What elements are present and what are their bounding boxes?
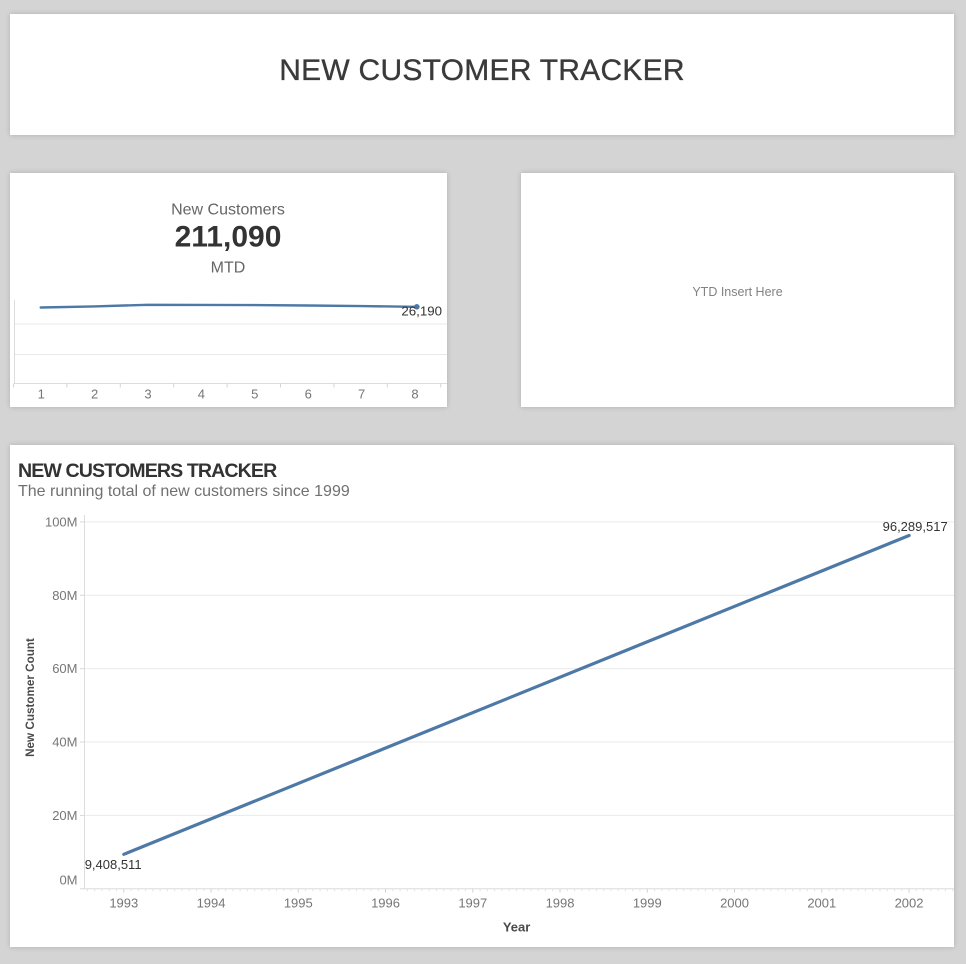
svg-text:2002: 2002: [895, 896, 924, 911]
svg-text:40M: 40M: [52, 735, 77, 750]
svg-text:New Customer Count: New Customer Count: [24, 638, 37, 757]
svg-text:6: 6: [305, 387, 312, 402]
svg-text:4: 4: [198, 387, 205, 402]
svg-text:100M: 100M: [45, 514, 78, 529]
svg-text:2: 2: [91, 387, 98, 402]
svg-text:1996: 1996: [371, 896, 400, 911]
svg-text:96,289,517: 96,289,517: [883, 519, 948, 534]
svg-text:MTD: MTD: [211, 260, 246, 277]
svg-text:8: 8: [411, 387, 418, 402]
svg-text:211,090: 211,090: [175, 221, 282, 254]
svg-text:5: 5: [251, 387, 258, 402]
svg-text:20M: 20M: [52, 808, 77, 823]
svg-text:9,408,511: 9,408,511: [85, 857, 142, 872]
svg-text:1995: 1995: [284, 896, 313, 911]
svg-text:0M: 0M: [59, 872, 77, 887]
svg-text:7: 7: [358, 387, 365, 402]
svg-text:1998: 1998: [546, 896, 575, 911]
svg-text:3: 3: [144, 387, 151, 402]
svg-text:1999: 1999: [633, 896, 662, 911]
svg-text:Year: Year: [503, 920, 530, 935]
svg-text:1994: 1994: [197, 896, 226, 911]
svg-text:2000: 2000: [720, 896, 749, 911]
svg-text:1993: 1993: [109, 896, 138, 911]
svg-text:80M: 80M: [52, 588, 77, 603]
svg-text:60M: 60M: [52, 661, 77, 676]
svg-text:1: 1: [38, 387, 45, 402]
svg-text:2001: 2001: [807, 896, 836, 911]
svg-text:26,190: 26,190: [401, 304, 442, 319]
svg-text:1997: 1997: [458, 896, 487, 911]
svg-text:New Customers: New Customers: [171, 202, 285, 219]
